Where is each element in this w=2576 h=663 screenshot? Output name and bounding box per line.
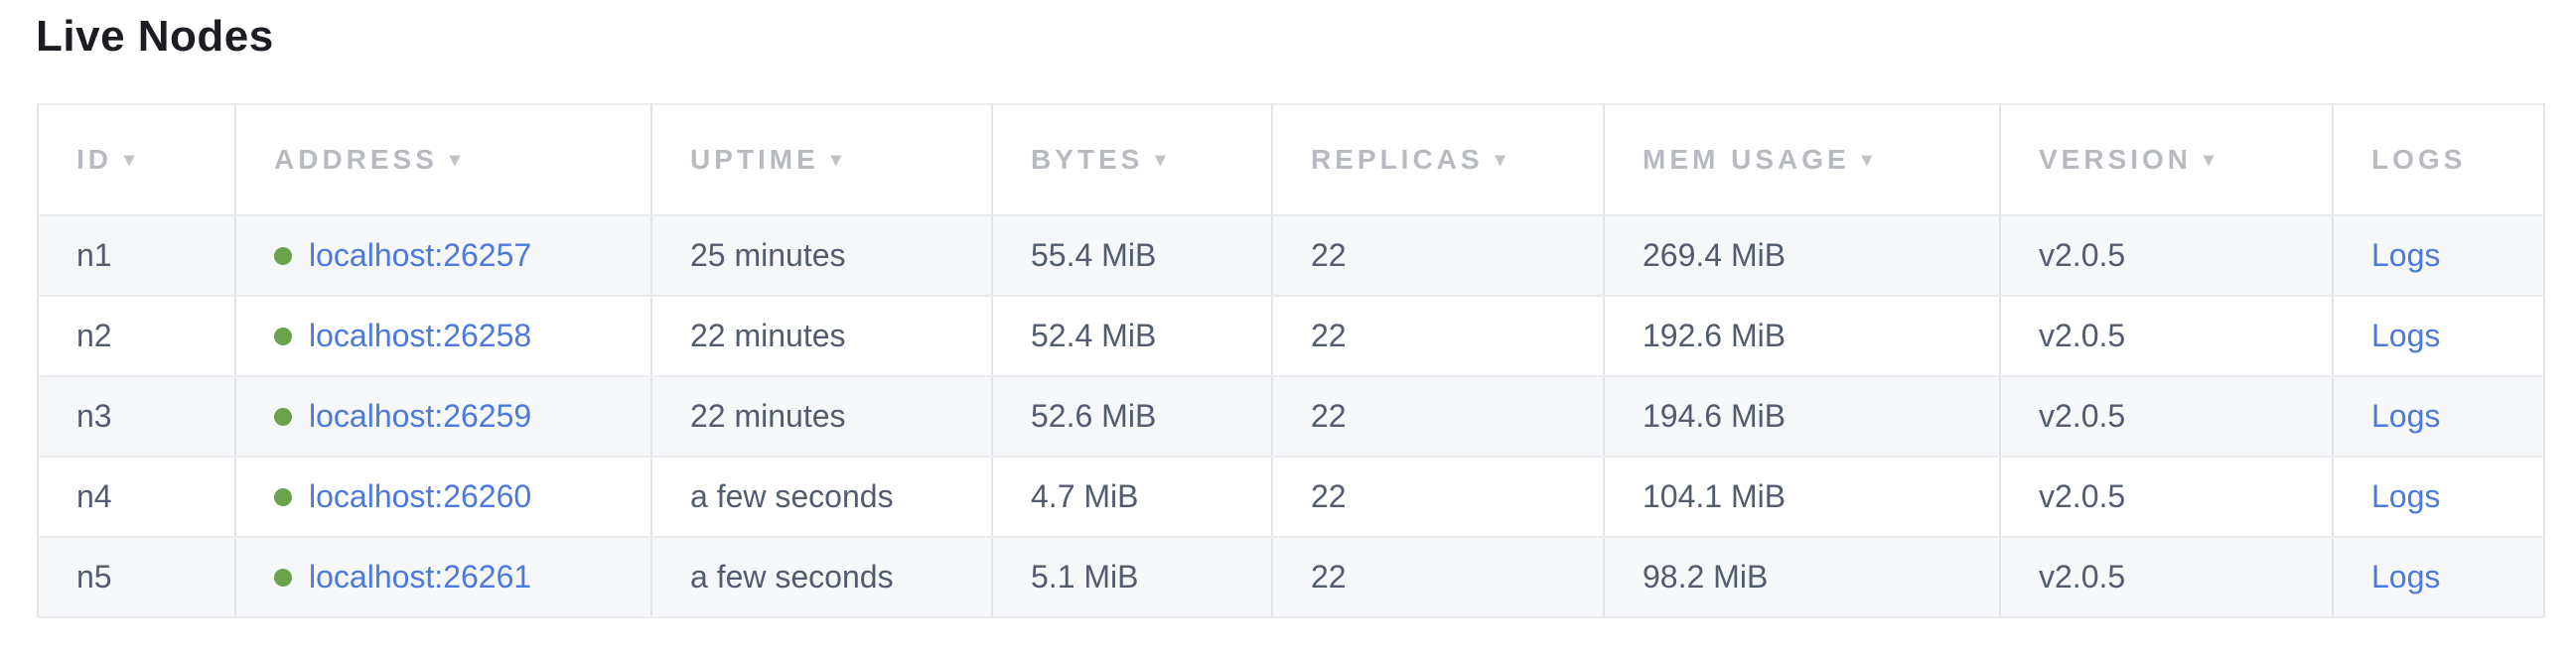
cell-node-id: n3	[37, 375, 236, 458]
cell-node-id: n4	[37, 456, 236, 538]
cell-mem-usage: 104.1 MiB	[1603, 456, 2001, 538]
column-header-label: ID	[76, 144, 112, 175]
cell-uptime: 25 minutes	[650, 214, 993, 297]
address-link[interactable]: localhost:26260	[309, 478, 532, 514]
cell-replicas: 22	[1271, 214, 1605, 297]
sort-arrow-icon: ▾	[1155, 149, 1166, 171]
column-header-version[interactable]: VERSION ▾	[1999, 103, 2334, 216]
cell-logs: Logs	[2332, 536, 2545, 618]
sort-arrow-icon: ▾	[1495, 149, 1505, 171]
sort-arrow-icon: ▾	[124, 149, 135, 171]
column-header-label: VERSION	[2039, 144, 2193, 175]
table-row: n1 localhost:26257 25 minutes 55.4 MiB 2…	[37, 214, 2545, 297]
node-live-status-icon	[274, 569, 292, 587]
sort-arrow-icon: ▾	[830, 149, 841, 171]
cell-replicas: 22	[1271, 375, 1605, 458]
cell-node-id: n1	[37, 214, 236, 297]
cell-version: v2.0.5	[1999, 536, 2334, 618]
cell-address: localhost:26261	[234, 536, 652, 618]
column-header-label: UPTIME	[690, 144, 819, 175]
table-header-row: ID ▾ ADDRESS ▾ UPTIME ▾ BYTES ▾ REPLICAS ▾ ME…	[37, 103, 2545, 216]
address-link[interactable]: localhost:26259	[309, 398, 532, 434]
sort-arrow-icon: ▾	[449, 149, 460, 171]
cell-address: localhost:26260	[234, 456, 652, 538]
table-row: n5 localhost:26261 a few seconds 5.1 MiB…	[37, 536, 2545, 618]
column-header-uptime[interactable]: UPTIME ▾	[650, 103, 993, 216]
sort-arrow-icon: ▾	[2204, 149, 2215, 171]
address-link[interactable]: localhost:26261	[309, 559, 532, 595]
address-link[interactable]: localhost:26258	[309, 318, 532, 353]
node-live-status-icon	[274, 488, 292, 506]
cell-version: v2.0.5	[1999, 214, 2334, 297]
cell-logs: Logs	[2332, 375, 2545, 458]
page-title: Live Nodes	[36, 12, 274, 61]
cell-version: v2.0.5	[1999, 456, 2334, 538]
logs-link[interactable]: Logs	[2371, 318, 2441, 353]
cell-logs: Logs	[2332, 214, 2545, 297]
cell-mem-usage: 269.4 MiB	[1603, 214, 2001, 297]
logs-link[interactable]: Logs	[2371, 237, 2441, 273]
column-header-mem-usage[interactable]: MEM USAGE ▾	[1603, 103, 2001, 216]
cell-node-id: n5	[37, 536, 236, 618]
logs-link[interactable]: Logs	[2371, 478, 2441, 514]
column-header-label: LOGS	[2371, 144, 2467, 175]
column-header-bytes[interactable]: BYTES ▾	[991, 103, 1273, 216]
cell-replicas: 22	[1271, 456, 1605, 538]
node-live-status-icon	[274, 328, 292, 345]
node-live-status-icon	[274, 408, 292, 426]
column-header-id[interactable]: ID ▾	[37, 103, 236, 216]
column-header-replicas[interactable]: REPLICAS ▾	[1271, 103, 1605, 216]
cell-uptime: a few seconds	[650, 536, 993, 618]
cell-address: localhost:26258	[234, 295, 652, 377]
column-header-logs: LOGS	[2332, 103, 2545, 216]
column-header-label: REPLICAS	[1311, 144, 1484, 175]
cell-bytes: 52.6 MiB	[991, 375, 1273, 458]
cell-bytes: 55.4 MiB	[991, 214, 1273, 297]
logs-link[interactable]: Logs	[2371, 559, 2441, 595]
cell-uptime: 22 minutes	[650, 375, 993, 458]
cell-mem-usage: 192.6 MiB	[1603, 295, 2001, 377]
cell-uptime: a few seconds	[650, 456, 993, 538]
column-header-label: ADDRESS	[274, 144, 438, 175]
cell-uptime: 22 minutes	[650, 295, 993, 377]
cell-mem-usage: 194.6 MiB	[1603, 375, 2001, 458]
table-row: n4 localhost:26260 a few seconds 4.7 MiB…	[37, 456, 2545, 538]
column-header-label: MEM USAGE	[1643, 144, 1850, 175]
logs-link[interactable]: Logs	[2371, 398, 2441, 434]
sort-arrow-icon: ▾	[1861, 149, 1872, 171]
cell-mem-usage: 98.2 MiB	[1603, 536, 2001, 618]
live-nodes-table: ID ▾ ADDRESS ▾ UPTIME ▾ BYTES ▾ REPLICAS ▾ ME…	[37, 103, 2545, 618]
column-header-address[interactable]: ADDRESS ▾	[234, 103, 652, 216]
cell-replicas: 22	[1271, 295, 1605, 377]
cell-replicas: 22	[1271, 536, 1605, 618]
cell-bytes: 5.1 MiB	[991, 536, 1273, 618]
address-link[interactable]: localhost:26257	[309, 237, 532, 273]
node-live-status-icon	[274, 247, 292, 265]
cell-logs: Logs	[2332, 295, 2545, 377]
cell-node-id: n2	[37, 295, 236, 377]
column-header-label: BYTES	[1031, 144, 1144, 175]
cell-address: localhost:26259	[234, 375, 652, 458]
cell-version: v2.0.5	[1999, 375, 2334, 458]
cell-logs: Logs	[2332, 456, 2545, 538]
table-row: n3 localhost:26259 22 minutes 52.6 MiB 2…	[37, 375, 2545, 458]
cell-bytes: 52.4 MiB	[991, 295, 1273, 377]
cell-version: v2.0.5	[1999, 295, 2334, 377]
table-row: n2 localhost:26258 22 minutes 52.4 MiB 2…	[37, 295, 2545, 377]
cell-address: localhost:26257	[234, 214, 652, 297]
cell-bytes: 4.7 MiB	[991, 456, 1273, 538]
